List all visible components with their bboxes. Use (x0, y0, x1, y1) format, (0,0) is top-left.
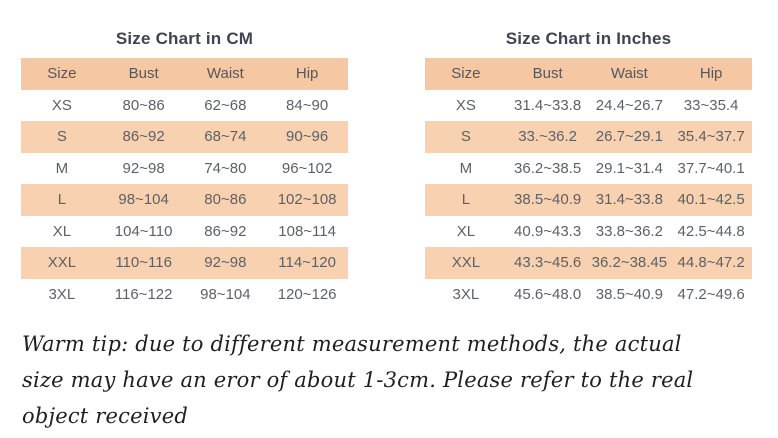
waist-cell: 24.4~26.7 (595, 96, 663, 114)
table-row-m: M 36.2~38.5 29.1~31.4 37.7~40.1 (425, 152, 752, 184)
waist-cell: 68~74 (204, 128, 247, 146)
hip-cell: 108~114 (278, 222, 336, 240)
hip-cell: 37.7~40.1 (677, 159, 745, 177)
size-cell: XS (455, 96, 476, 114)
size-cell: L (57, 191, 67, 209)
table-row-l: L 98~104 80~86 102~108 (21, 184, 348, 216)
table-row-s: S 33.~36.2 26.7~29.1 35.4~37.7 (425, 121, 752, 153)
column-header-size: Size (47, 65, 77, 83)
bust-cell: 43.3~45.6 (514, 254, 582, 272)
waist-cell: 86~92 (204, 222, 247, 240)
size-cell: XS (51, 96, 72, 114)
waist-cell: 74~80 (204, 159, 247, 177)
waist-cell: 26.7~29.1 (595, 128, 663, 146)
size-cell: S (56, 128, 67, 146)
hip-cell: 96~102 (281, 159, 333, 177)
column-header-size: Size (451, 65, 481, 83)
size-cell: M (55, 159, 69, 177)
waist-cell: 38.5~40.9 (595, 285, 663, 303)
size-cell: S (460, 128, 471, 146)
size-chart-inches-section: Size Chart in Inches Size Bust Waist Hip… (425, 25, 752, 310)
table-row-m: M 92~98 74~80 96~102 (21, 152, 348, 184)
waist-cell: 33.8~36.2 (595, 222, 663, 240)
column-header-waist: Waist (206, 65, 244, 83)
table-row-s: S 86~92 68~74 90~96 (21, 121, 348, 153)
size-cell: 3XL (48, 285, 76, 303)
size-cell: L (461, 191, 471, 209)
hip-cell: 42.5~44.8 (677, 222, 745, 240)
waist-cell: 98~104 (200, 285, 251, 303)
bust-cell: 104~110 (114, 222, 173, 240)
table-header-row: Size Bust Waist Hip (21, 58, 348, 90)
waist-cell: 36.2~38.45 (591, 254, 668, 272)
column-header-waist: Waist (610, 65, 648, 83)
bust-cell: 33.~36.2 (518, 128, 578, 146)
hip-cell: 114~120 (278, 254, 336, 272)
table-row-xl: XL 40.9~43.3 33.8~36.2 42.5~44.8 (425, 215, 752, 247)
waist-cell: 31.4~33.8 (595, 191, 663, 209)
bust-cell: 98~104 (118, 191, 169, 209)
bust-cell: 116~122 (114, 285, 173, 303)
hip-cell: 35.4~37.7 (677, 128, 745, 146)
bust-cell: 45.6~48.0 (514, 285, 582, 303)
table-row-xl: XL 104~110 86~92 108~114 (21, 215, 348, 247)
hip-cell: 84~90 (286, 96, 329, 114)
hip-cell: 40.1~42.5 (677, 191, 745, 209)
table-header-row: Size Bust Waist Hip (425, 58, 752, 90)
waist-cell: 92~98 (204, 254, 247, 272)
waist-cell: 29.1~31.4 (595, 159, 663, 177)
size-chart-inches-table: Size Bust Waist Hip XS 31.4~33.8 24.4~26… (425, 58, 752, 310)
size-chart-cm-table: Size Bust Waist Hip XS 80~86 62~68 84~90… (21, 58, 348, 310)
bust-cell: 110~116 (115, 254, 172, 272)
size-cell: 3XL (452, 285, 480, 303)
table-row-3xl: 3XL 116~122 98~104 120~126 (21, 278, 348, 310)
size-cell: XL (52, 222, 72, 240)
size-cell: XXL (47, 254, 77, 272)
bust-cell: 86~92 (122, 128, 165, 146)
table-row-xs: XS 31.4~33.8 24.4~26.7 33~35.4 (425, 89, 752, 121)
column-header-bust: Bust (128, 65, 159, 83)
table-row-xs: XS 80~86 62~68 84~90 (21, 89, 348, 121)
bust-cell: 31.4~33.8 (514, 96, 582, 114)
size-cell: XXL (451, 254, 481, 272)
bust-cell: 36.2~38.5 (514, 159, 582, 177)
size-cell: M (459, 159, 473, 177)
hip-cell: 90~96 (286, 128, 329, 146)
table-row-l: L 38.5~40.9 31.4~33.8 40.1~42.5 (425, 184, 752, 216)
column-header-hip: Hip (699, 65, 723, 83)
hip-cell: 120~126 (277, 285, 337, 303)
waist-cell: 80~86 (204, 191, 247, 209)
hip-cell: 44.8~47.2 (677, 254, 745, 272)
hip-cell: 102~108 (277, 191, 337, 209)
bust-cell: 38.5~40.9 (514, 191, 582, 209)
warm-tip-text: Warm tip: due to different measurement m… (22, 332, 694, 428)
size-cell: XL (456, 222, 476, 240)
size-chart-inches-title: Size Chart in Inches (505, 29, 672, 48)
size-chart-cm-section: Size Chart in CM Size Bust Waist Hip XS … (21, 25, 348, 310)
bust-cell: 40.9~43.3 (514, 222, 582, 240)
hip-cell: 47.2~49.6 (677, 285, 745, 303)
hip-cell: 33~35.4 (683, 96, 739, 114)
waist-cell: 62~68 (204, 96, 247, 114)
size-chart-cm-title: Size Chart in CM (115, 29, 254, 48)
bust-cell: 80~86 (122, 96, 165, 114)
column-header-bust: Bust (532, 65, 563, 83)
column-header-hip: Hip (295, 65, 319, 83)
table-row-3xl: 3XL 45.6~48.0 38.5~40.9 47.2~49.6 (425, 278, 752, 310)
bust-cell: 92~98 (122, 159, 165, 177)
table-row-xxl: XXL 110~116 92~98 114~120 (21, 247, 348, 279)
table-row-xxl: XXL 43.3~45.6 36.2~38.45 44.8~47.2 (425, 247, 752, 279)
